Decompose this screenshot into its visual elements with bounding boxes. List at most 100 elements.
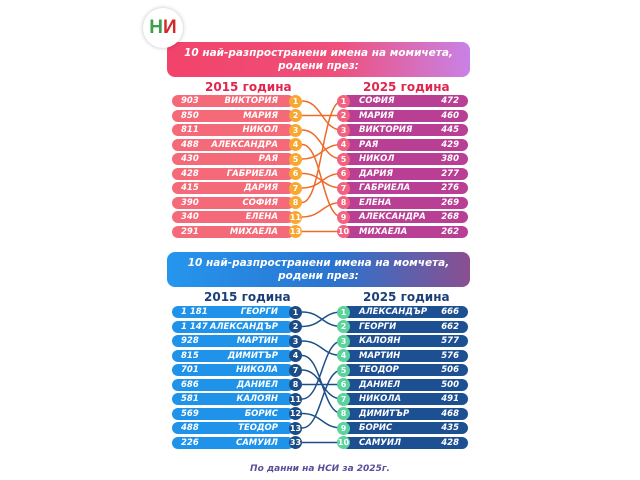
girls-2015-row: 415 ДАРИЯ: [172, 182, 294, 194]
girls-2025-rank: 1: [337, 94, 350, 108]
girls-2025-rank: 2: [337, 109, 350, 122]
boys-2015-row: 701 НИКОЛА: [172, 364, 294, 376]
girls-2025-row: ГАБРИЕЛА 276: [342, 182, 468, 194]
boys-title-line2: родени през:: [278, 269, 359, 282]
boys-2025-row: САМУИЛ 428: [342, 436, 468, 449]
boys-2025-rank: 10: [337, 436, 350, 449]
boys-2025-row: КАЛОЯН 577: [342, 335, 468, 347]
girls-2025-name: АЛЕКСАНДРА: [359, 212, 426, 222]
girls-2025-row: НИКОЛ 380: [342, 153, 468, 165]
boys-2025-name: МАРТИН: [359, 350, 401, 361]
boys-2025-row: АЛЕКСАНДЪР 666: [342, 306, 468, 318]
boys-2015-row: 226 САМУИЛ: [172, 436, 294, 449]
girls-2015-row: 903 ВИКТОРИЯ: [172, 95, 294, 107]
boys-2015-count: 701: [181, 365, 199, 375]
girls-2015-count: 850: [181, 110, 199, 121]
boys-2015-name: ДИМИТЪР: [227, 350, 278, 361]
girls-2015-name: ЕЛЕНА: [245, 212, 278, 222]
boys-2025-count: 491: [441, 394, 459, 404]
boys-2025-count: 666: [441, 307, 459, 317]
boys-2015-rank: 12: [289, 407, 302, 420]
girls-2025-count: 460: [441, 110, 459, 121]
girls-2025-row: СОФИЯ 472: [342, 95, 468, 107]
boys-2025-rank: 5: [337, 363, 350, 377]
girls-2015-name: СОФИЯ: [242, 197, 278, 208]
girls-2025-count: 472: [441, 96, 459, 106]
girls-2015-count: 390: [181, 197, 199, 208]
girls-2015-name: НИКОЛ: [242, 125, 278, 135]
boys-2015-rank: 8: [289, 378, 302, 391]
boys-2015-row: 1 181 ГЕОРГИ: [172, 306, 294, 318]
boys-2025-name: ГЕОРГИ: [359, 321, 397, 332]
boys-2025-rank: 1: [337, 305, 350, 319]
girls-2025-row: ЕЛЕНА 269: [342, 196, 468, 209]
girls-2025-rank: 10: [337, 225, 350, 238]
girls-2025-row: ВИКТОРИЯ 445: [342, 124, 468, 136]
girls-2015-rank: 1: [289, 94, 302, 108]
girls-2025-name: ВИКТОРИЯ: [359, 125, 413, 135]
boys-2015-row: 1 147 АЛЕКСАНДЪР: [172, 320, 294, 333]
boys-2015-name: ГЕОРГИ: [240, 307, 278, 317]
girls-2015-row: 488 АЛЕКСАНДРА: [172, 138, 294, 151]
boys-2015-name: КАЛОЯН: [236, 394, 278, 404]
girls-title-line2: родени през:: [278, 59, 359, 72]
girls-2025-row: РАЯ 429: [342, 138, 468, 151]
girls-2025-rank: 9: [337, 210, 350, 224]
girls-2015-count: 488: [181, 139, 199, 150]
boys-2015-name: АЛЕКСАНДЪР: [209, 321, 278, 332]
girls-2025-rank: 5: [337, 152, 350, 166]
girls-title-line1: 10 най-разпространени имена на момичета,: [184, 46, 453, 59]
boys-2015-row: 488 ТЕОДОР: [172, 422, 294, 434]
girls-2025-row: АЛЕКСАНДРА 268: [342, 211, 468, 223]
girls-2015-row: 291 МИХАЕЛА: [172, 225, 294, 238]
girls-2015-name: РАЯ: [258, 154, 278, 164]
girls-2015-row: 811 НИКОЛ: [172, 124, 294, 136]
boys-2025-row: БОРИС 435: [342, 422, 468, 434]
boys-2025-name: ДАНИЕЛ: [359, 379, 401, 390]
girls-2015-rank: 7: [289, 181, 302, 195]
girls-2015-row: 390 СОФИЯ: [172, 196, 294, 209]
girls-2015-rank: 3: [289, 123, 302, 137]
boys-year-left: 2015 година: [204, 290, 291, 304]
boys-2015-count: 1 181: [181, 307, 208, 317]
boys-2015-row: 686 ДАНИЕЛ: [172, 378, 294, 391]
girls-2025-count: 262: [441, 226, 459, 237]
girls-2015-count: 430: [181, 154, 199, 164]
girls-2015-rank: 11: [289, 210, 302, 224]
girls-2015-rank: 13: [289, 225, 302, 238]
boys-2025-count: 577: [441, 336, 459, 346]
boys-2025-row: ДИМИТЪР 468: [342, 407, 468, 420]
boys-2015-count: 488: [181, 423, 199, 433]
boys-2015-name: БОРИС: [244, 408, 278, 419]
boys-2025-name: КАЛОЯН: [359, 336, 401, 346]
girls-rank-connector: [301, 172, 343, 189]
boys-2025-count: 500: [441, 379, 459, 390]
girls-2025-name: НИКОЛ: [359, 154, 395, 164]
boys-rank-connector: [301, 311, 343, 328]
girls-2025-name: ДАРИЯ: [359, 168, 394, 179]
boys-2025-count: 506: [441, 365, 459, 375]
girls-2015-rank: 6: [289, 167, 302, 180]
boys-title-banner: 10 най-разпространени имена на момчета, …: [167, 252, 470, 287]
girls-2025-count: 445: [441, 125, 459, 135]
girls-year-right: 2025 година: [363, 80, 450, 94]
girls-2025-name: ЕЛЕНА: [359, 197, 392, 208]
girls-year-left: 2015 година: [205, 80, 292, 94]
boys-2015-count: 226: [181, 437, 199, 448]
boys-2025-count: 435: [441, 423, 459, 433]
girls-2025-count: 429: [441, 139, 459, 150]
girls-2025-count: 269: [441, 197, 459, 208]
girls-2025-rank: 4: [337, 138, 350, 151]
boys-2025-row: ГЕОРГИ 662: [342, 320, 468, 333]
girls-2015-name: АЛЕКСАНДРА: [211, 139, 278, 150]
girls-2025-name: РАЯ: [359, 139, 379, 150]
girls-2015-row: 340 ЕЛЕНА: [172, 211, 294, 223]
girls-2025-row: МАРИЯ 460: [342, 109, 468, 122]
boys-2025-rank: 9: [337, 421, 350, 435]
boys-2025-row: НИКОЛА 491: [342, 393, 468, 405]
girls-2025-row: МИХАЕЛА 262: [342, 225, 468, 238]
girls-2015-rank: 2: [289, 109, 302, 122]
